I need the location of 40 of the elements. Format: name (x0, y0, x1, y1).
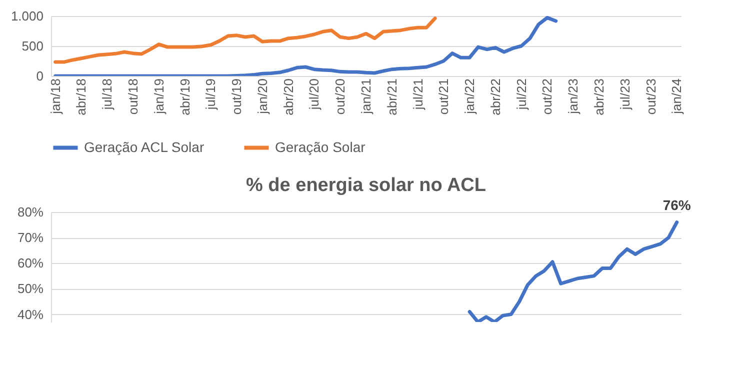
x-tick-label: abr/22 (488, 78, 503, 116)
x-tick-label: abr/18 (74, 78, 89, 116)
y-tick-label: 50% (17, 281, 44, 296)
line-series (54, 16, 558, 76)
x-tick-label: jul/22 (514, 78, 529, 111)
x-tick-label: abr/23 (592, 78, 607, 116)
x-tick-label: jul/19 (203, 78, 218, 111)
x-tick-label: out/20 (332, 78, 348, 115)
data-label: 76% (662, 197, 692, 214)
y-tick-label: 500 (22, 38, 44, 54)
x-tick-label: jul/18 (100, 78, 115, 111)
y-tick-label: 70% (17, 230, 44, 246)
x-tick-label: jan/23 (566, 78, 581, 115)
x-tick-label: jan/24 (669, 78, 684, 115)
x-tick-label: jul/20 (306, 78, 322, 111)
x-tick-label: jan/20 (254, 78, 270, 115)
x-tick-label: jan/21 (358, 78, 374, 115)
y-tick-label: 40% (17, 306, 44, 322)
x-tick-label: out/21 (436, 78, 452, 115)
x-tick-label: out/23 (643, 78, 658, 115)
x-tick-label: out/22 (540, 78, 555, 115)
x-tick-label: out/18 (125, 78, 140, 115)
x-tick-label: jan/19 (151, 78, 166, 115)
x-tick-label: jul/23 (617, 78, 632, 111)
y-tick-label: 1.000 (10, 8, 44, 24)
x-tick-label: abr/19 (177, 78, 192, 116)
y-tick-label: 80% (17, 204, 44, 220)
x-tick-label: jul/21 (410, 78, 426, 111)
x-tick-label: abr/20 (280, 78, 296, 116)
x-tick-label: jan/18 (48, 78, 63, 115)
line-series (468, 220, 679, 322)
y-tick-label: 60% (17, 256, 44, 271)
chart-title: % de energia solar no ACL (246, 175, 486, 196)
x-tick-label: jan/22 (462, 78, 478, 115)
y-tick-label: 0 (36, 68, 44, 84)
legend-label: Geração Solar (275, 138, 366, 155)
legend-label: Geração ACL Solar (84, 138, 204, 155)
x-tick-label: out/19 (229, 78, 244, 115)
x-tick-label: abr/21 (384, 78, 400, 116)
line-series (54, 16, 437, 64)
